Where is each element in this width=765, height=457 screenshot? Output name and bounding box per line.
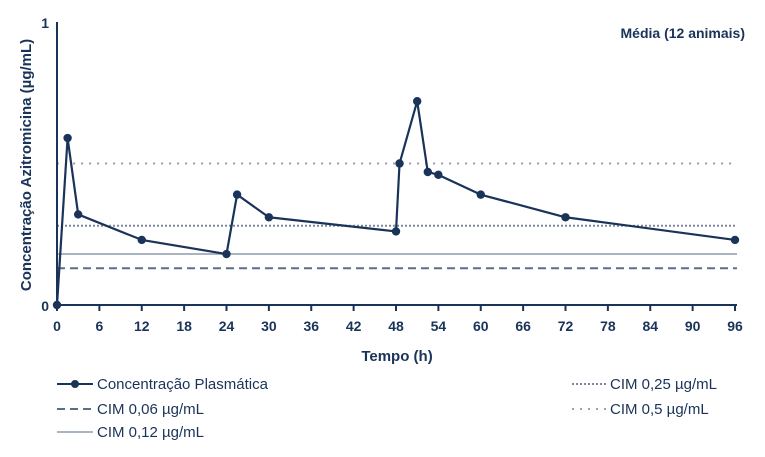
data-point [52,300,62,310]
x-tick-label: 24 [219,318,235,334]
data-point [222,249,231,259]
data-point [137,235,146,245]
y-ticks: 01 [41,15,49,314]
y-tick-label: 1 [41,15,49,31]
x-tick-label: 72 [558,318,574,334]
data-point [561,213,570,222]
legend-marker-plasma [71,380,79,388]
x-tick-label: 42 [346,318,362,334]
data-point [730,235,740,245]
x-tick-label: 90 [685,318,701,334]
x-tick-label: 12 [134,318,150,334]
data-point [391,227,401,236]
annotation-label: Média (12 animais) [621,25,746,41]
x-tick-label: 66 [515,318,531,334]
y-tick-label: 0 [41,298,49,314]
data-point [232,190,242,199]
legend-item-cim-012: CIM 0,12 µg/mL [57,424,204,441]
data-point [63,133,72,143]
x-tick-label: 30 [261,318,277,334]
x-tick-label: 48 [388,318,404,334]
x-tick-label: 84 [642,318,658,334]
data-point [476,190,485,199]
series [52,97,740,310]
x-tick-label: 18 [176,318,192,334]
legend-label-cim-05: CIM 0,5 µg/mL [610,401,709,418]
legend-label-cim-025: CIM 0,25 µg/mL [610,376,717,393]
data-point [434,170,443,180]
legend-item-cim-05: CIM 0,5 µg/mL [572,401,709,418]
data-point [73,210,83,219]
legend-item-cim-025: CIM 0,25 µg/mL [572,376,717,393]
data-point [423,167,432,177]
x-tick-label: 6 [95,318,103,334]
series-line-0 [55,100,736,306]
legend-item-plasma: Concentração Plasmática [57,376,269,393]
x-tick-label: 96 [727,318,743,334]
legend-item-cim-006: CIM 0,06 µg/mL [57,401,204,418]
x-axis-title: Tempo (h) [361,348,432,365]
x-tick-label: 60 [473,318,489,334]
x-ticks: 0 6 12 18 24 30 36 42 48 54 60 66 72 78 84 90 96 [53,305,743,334]
x-tick-label: 78 [600,318,616,334]
data-point [395,159,404,168]
x-tick-label: 0 [53,318,61,334]
legend-label-cim-006: CIM 0,06 µg/mL [97,401,204,418]
x-tick-label: 36 [303,318,319,334]
data-point [412,97,422,106]
x-tick-label: 54 [431,318,447,334]
data-point [264,213,274,222]
legend-label-plasma: Concentração Plasmática [97,376,269,393]
y-axis-title: Concentração Azitromicina (µg/mL) [18,39,35,291]
legend: Concentração Plasmática CIM 0,06 µg/mL C… [57,376,717,441]
legend-label-cim-012: CIM 0,12 µg/mL [97,424,204,441]
